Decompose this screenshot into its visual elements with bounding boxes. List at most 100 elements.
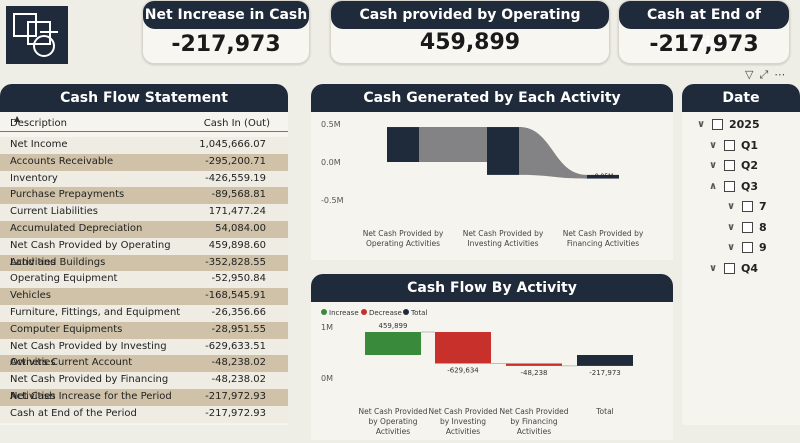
- x-category-label: Net Cash Provided: [500, 407, 569, 416]
- cash-flow-by-activity-panel: Cash Flow By Activity Increase Decrease To…: [311, 274, 673, 440]
- table-row[interactable]: Net Cash Provided by Investing Activitie…: [0, 338, 288, 369]
- row-value: 1,045,666.07: [199, 139, 266, 150]
- checkbox[interactable]: [724, 160, 735, 171]
- x-category-label: Activities: [446, 427, 480, 436]
- row-description: Current Liabilities: [10, 206, 98, 218]
- checkbox[interactable]: [742, 201, 753, 212]
- row-description: Cash at End of the Period: [10, 407, 137, 419]
- table-row[interactable]: Land and Buildings -352,828.55: [0, 254, 288, 272]
- table-row[interactable]: Inventory -426,559.19: [0, 170, 288, 188]
- x-category-label: by Investing: [440, 417, 486, 426]
- row-description: Net Cash Provided by Financing Activitie…: [10, 374, 169, 402]
- date-slicer-item[interactable]: ∨ 9: [726, 241, 767, 254]
- table-row[interactable]: Net Cash Provided by Financing Activitie…: [0, 372, 288, 402]
- kpi-title: Cash provided by Operating Activities: [331, 1, 609, 51]
- x-category-label: Total: [595, 407, 614, 416]
- table-row[interactable]: Vehicles -168,545.91: [0, 288, 288, 305]
- checkbox[interactable]: [724, 180, 735, 192]
- checkbox[interactable]: [742, 221, 753, 233]
- more-options-icon[interactable]: ⋯: [774, 68, 786, 81]
- row-description: Accounts Receivable: [10, 155, 114, 167]
- date-slicer-panel: Date ∨ 2025 ∨ Q1 ∨ Q2 ∧ Q3 ∨ 7 ∨ 8 ∨ 9 ∨ Q4: [682, 84, 800, 425]
- table-row[interactable]: Computer Equipments -28,951.55: [0, 321, 288, 339]
- waterfall-bar: [506, 363, 562, 366]
- sort-ascending-icon[interactable]: ▲: [14, 114, 21, 123]
- x-category-label: Net Cash Provided: [429, 407, 498, 416]
- date-slicer-item[interactable]: ∨ Q2: [708, 159, 758, 172]
- row-description: Net Cash Provided by Operating Activitie…: [10, 239, 171, 268]
- row-value: 54,084.00: [215, 222, 266, 234]
- date-slicer-list: ∨ 2025 ∨ Q1 ∨ Q2 ∧ Q3 ∨ 7 ∨ 8 ∨ 9 ∨ Q4: [682, 112, 800, 425]
- date-slicer-label: Q4: [741, 261, 759, 275]
- row-value: -629,633.51: [205, 340, 266, 352]
- date-slicer-label: 7: [759, 200, 767, 213]
- chevron-down-icon[interactable]: ∨: [696, 119, 706, 130]
- row-description: Accumulated Depreciation: [10, 222, 143, 234]
- waterfall-bar: [365, 332, 421, 355]
- filter-icon[interactable]: ▽: [745, 68, 754, 81]
- chevron-up-icon[interactable]: ∧: [708, 180, 718, 192]
- checkbox[interactable]: [724, 139, 735, 151]
- chevron-down-icon[interactable]: ∨: [726, 242, 736, 253]
- row-description: Net Cash Provided by Investing Activitie…: [10, 340, 167, 369]
- row-value: -28,951.55: [211, 323, 266, 335]
- y-tick-label: 0.5M: [321, 120, 341, 129]
- table-row[interactable]: Owners Current Account -48,238.02: [0, 355, 288, 373]
- kpi-card-cash-end-period: Cash at End of Period -217,973: [618, 0, 790, 64]
- date-slicer-item[interactable]: ∨ Q4: [708, 262, 758, 275]
- table-row[interactable]: Cash at End of the Period -217,972.93: [0, 405, 288, 423]
- date-slicer-item[interactable]: ∨ Q1: [708, 139, 758, 152]
- data-label: -0.05M: [593, 173, 614, 180]
- company-logo: [6, 6, 68, 64]
- chevron-down-icon[interactable]: ∨: [708, 160, 718, 171]
- flow-ribbon: [519, 127, 587, 179]
- column-header-cash[interactable]: Cash In (Out): [203, 118, 270, 129]
- date-slicer-item[interactable]: ∧ Q3: [708, 180, 758, 193]
- y-tick-label: -0.5M: [321, 196, 344, 205]
- x-category-label: Investing Activities: [467, 239, 538, 248]
- checkbox[interactable]: [712, 119, 723, 130]
- date-slicer-item[interactable]: ∨ 8: [726, 221, 767, 234]
- row-value: -48,238.02: [211, 374, 266, 386]
- table-row[interactable]: Net Income 1,045,666.07: [0, 137, 288, 154]
- table-row[interactable]: Current Liabilities 171,477.24: [0, 204, 288, 221]
- column-header-description[interactable]: Description: [10, 118, 67, 129]
- row-value: 459,898.60: [208, 239, 266, 251]
- chevron-down-icon[interactable]: ∨: [726, 201, 736, 212]
- legend-marker: [321, 309, 327, 315]
- row-description: Operating Equipment: [10, 273, 118, 285]
- data-label: 459,899: [379, 322, 408, 330]
- y-tick-label: 0.0M: [321, 158, 341, 167]
- kpi-value: 459,899: [419, 30, 521, 55]
- date-slicer-item[interactable]: ∨ 7: [726, 200, 767, 213]
- cash-flow-statement-panel: Cash Flow Statement ▲ Description Cash I…: [0, 84, 288, 425]
- checkbox[interactable]: [742, 242, 753, 253]
- date-slicer-item[interactable]: ∨ 2025: [696, 118, 760, 131]
- row-description: Inventory: [10, 172, 58, 184]
- table-row[interactable]: Accounts Receivable -295,200.71: [0, 153, 288, 171]
- row-description: Land and Buildings: [10, 256, 106, 268]
- table-row[interactable]: Furniture, Fittings, and Equipment -26,35…: [0, 304, 288, 322]
- table-row[interactable]: Net Cash Provided by Operating Activitie…: [0, 237, 288, 268]
- checkbox[interactable]: [724, 262, 735, 274]
- date-slicer-label: 9: [759, 241, 767, 254]
- panel-title: Cash Flow By Activity: [311, 274, 673, 302]
- x-category-label: Net Cash Provided: [359, 407, 428, 416]
- focus-mode-icon[interactable]: ⤢: [759, 68, 769, 81]
- table-row[interactable]: Net Cash Increase for the Period -217,972…: [0, 388, 288, 406]
- table-row[interactable]: Purchase Prepayments -89,568.81: [0, 187, 288, 205]
- table-row[interactable]: Operating Equipment -52,950.84: [0, 271, 288, 289]
- date-slicer-label: Q2: [741, 159, 759, 172]
- x-category-label: Financing Activities: [567, 239, 639, 248]
- chevron-down-icon[interactable]: ∨: [708, 262, 718, 274]
- legend-label: Total: [410, 309, 427, 317]
- data-label: -48,238: [520, 369, 547, 377]
- row-value: -89,568.81: [211, 189, 266, 201]
- row-value: -426,559.19: [205, 172, 266, 184]
- row-value: 171,477.24: [208, 206, 266, 218]
- table-body: Net Income 1,045,666.07 Accounts Receivabl…: [0, 137, 288, 423]
- row-description: Net Income: [10, 139, 68, 150]
- table-row[interactable]: Accumulated Depreciation 54,084.00: [0, 220, 288, 238]
- chevron-down-icon[interactable]: ∨: [726, 221, 736, 233]
- chevron-down-icon[interactable]: ∨: [708, 139, 718, 151]
